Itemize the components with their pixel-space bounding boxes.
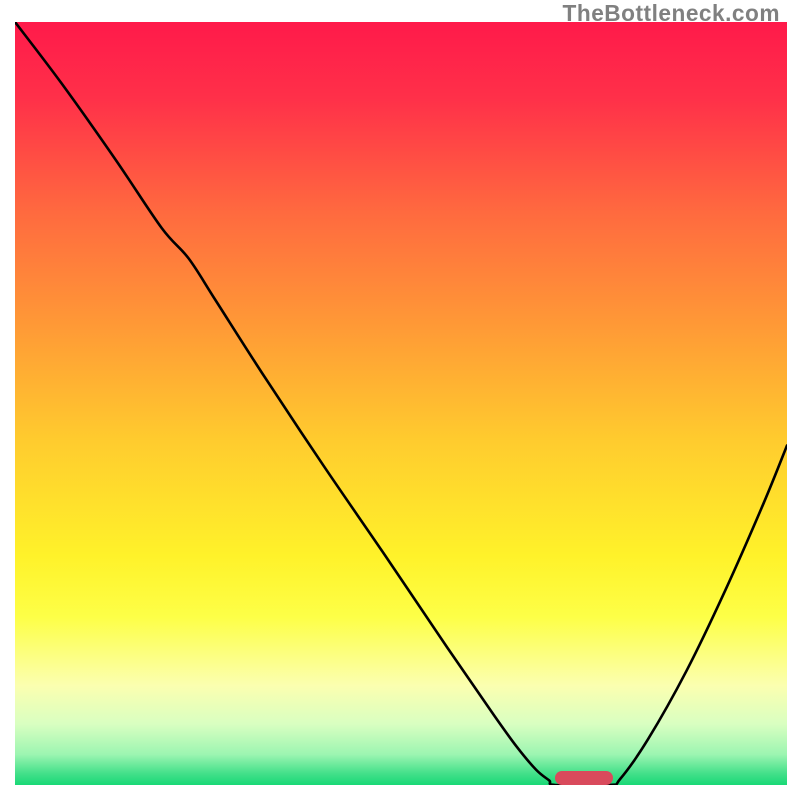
bottleneck-chart [15,22,787,785]
performance-curve [15,22,787,785]
curve-path [15,22,787,785]
optimal-range-marker [555,771,613,785]
watermark-text: TheBottleneck.com [563,0,780,27]
